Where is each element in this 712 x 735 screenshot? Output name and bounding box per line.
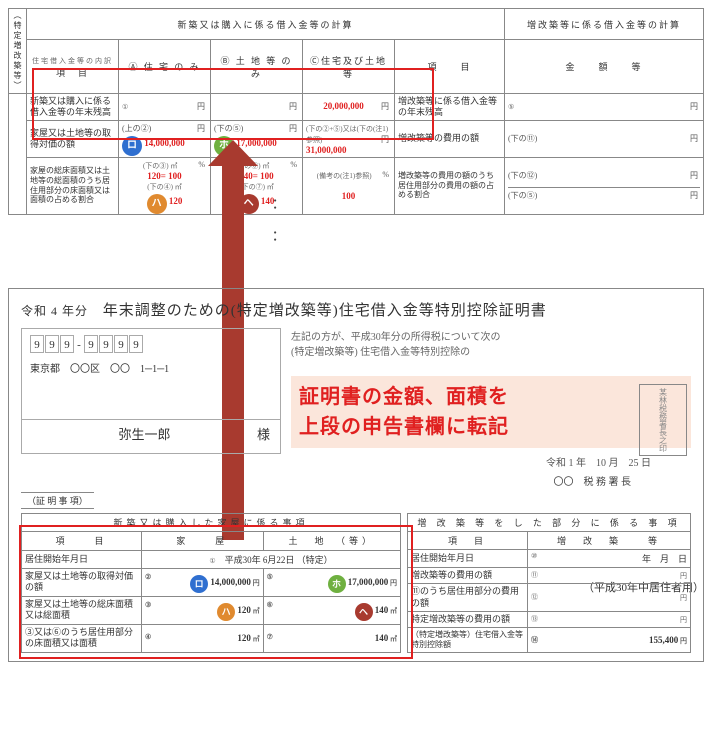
row3r-val: (下の⑫)円 (下の⑤)円 <box>505 157 704 214</box>
row3r-label: 増改築等の費用の額のうち居住用部分の費用の額の占める割合 <box>395 157 505 214</box>
row2-label: 家屋又は土地等の取得対価の額 <box>27 120 119 157</box>
certificate-box: 令和 4 年分 年末調整のための(特定増改築等)住宅借入金等特別控除証明書 99… <box>8 288 704 662</box>
badge-he-icon: ヘ <box>355 603 373 621</box>
row1r-label: 増改築等に係る借入金等の年末残高 <box>395 94 505 121</box>
row3-label: 家屋の総床面積又は土地等の総面積のうち居住用部分の床面積又は面積の占める割合 <box>27 157 119 214</box>
row2-a: (上の②)円 ロ 14,000,000 <box>119 120 211 157</box>
callout-box: 証明書の金額、面積を 上段の申告書欄に転記 <box>291 376 691 448</box>
spec-bracket-label: （特定増改築等） <box>9 9 27 94</box>
row1-c: 円20,000,000 <box>303 94 395 121</box>
row1-b: 円 <box>211 94 303 121</box>
col-item: 住宅借入金等の内訳項 目 <box>27 40 119 94</box>
badge-ha-icon: ハ <box>217 603 235 621</box>
row2r-label: 増改築等の費用の額 <box>395 120 505 157</box>
seal-stamp-icon: 某林税務署長之印 <box>639 384 687 456</box>
cert-right-col: 左記の方が、平成30年分の所得税について次の (特定増改築等) 住宅借入金等特別… <box>281 328 691 488</box>
proof-label: （証 明 事 項） <box>21 492 94 509</box>
badge-ro-icon: ロ <box>122 136 142 156</box>
row1r-val: ⑤円 <box>505 94 704 121</box>
badge-ro-icon: ロ <box>190 575 208 593</box>
row1-label: 新築又は購入に係る借入金等の年末残高 <box>27 94 119 121</box>
page-root: （特定増改築等） 新築又は購入に係る借入金等の計算 増改築等に係る借入金等の計算… <box>8 8 704 595</box>
col-land: Ⓑ 土 地 等 の み <box>211 40 303 94</box>
bottom-left-table: 新築又は購入した家屋に係る事項 項 目 家 屋 土 地 （等） 居住開始年月日 … <box>21 513 401 653</box>
col-item2: 項 目 <box>395 40 505 94</box>
row3-a: (下の③) ㎡% 120= 100 (下の④) ㎡ ハ 120 <box>119 157 211 214</box>
address-line: 東京都 〇〇区 〇〇 1─1─1 <box>30 360 272 375</box>
ellipsis-icon: ： ： <box>260 198 280 246</box>
issue-date: 令和 1 年 10 月 25 日 <box>291 454 691 469</box>
row2-c: (下の②+⑤)又は(下の(注1)参照)円 31,000,000 <box>303 120 395 157</box>
bl-title: 新築又は購入した家屋に係る事項 <box>22 514 401 532</box>
cert-right-text2: (特定増改築等) 住宅借入金等特別控除の <box>291 343 691 358</box>
address-box: 999-9999 東京都 〇〇区 〇〇 1─1─1 弥生一郎様 <box>21 328 281 454</box>
row1-a: ①円 <box>119 94 211 121</box>
row3-c: (備考の(注1)参照)% 100 <box>303 157 395 214</box>
col-amount: 金 額 等 <box>505 40 704 94</box>
cert-right-text1: 左記の方が、平成30年分の所得税について次の <box>291 328 691 343</box>
col-both: Ⓒ住宅及び土地等 <box>303 40 395 94</box>
top-calc-table: （特定増改築等） 新築又は購入に係る借入金等の計算 増改築等に係る借入金等の計算… <box>8 8 704 215</box>
postal-code: 999-9999 <box>30 335 272 354</box>
top-title-left: 新築又は購入に係る借入金等の計算 <box>27 9 505 40</box>
recipient-name: 弥生一郎様 <box>22 419 280 447</box>
side-row-span <box>9 94 27 215</box>
row2r-val: (下の⑪)円 <box>505 120 704 157</box>
br-title: 増 改 築 等 を し た 部 分 に 係 る 事 項 <box>408 514 691 532</box>
badge-ho-icon: ホ <box>328 575 346 593</box>
col-house: Ⓐ 住 宅 の み <box>119 40 211 94</box>
badge-ha-icon: ハ <box>147 194 167 214</box>
top-title-right: 増改築等に係る借入金等の計算 <box>505 9 704 40</box>
cert-title: 令和 4 年分 年末調整のための(特定増改築等)住宅借入金等特別控除証明書 <box>21 299 691 320</box>
tax-office: 〇〇 税 務 署 長 <box>291 473 691 488</box>
bottom-right-table: 増 改 築 等 を し た 部 分 に 係 る 事 項 項 目 増 改 築 等 … <box>407 513 691 653</box>
